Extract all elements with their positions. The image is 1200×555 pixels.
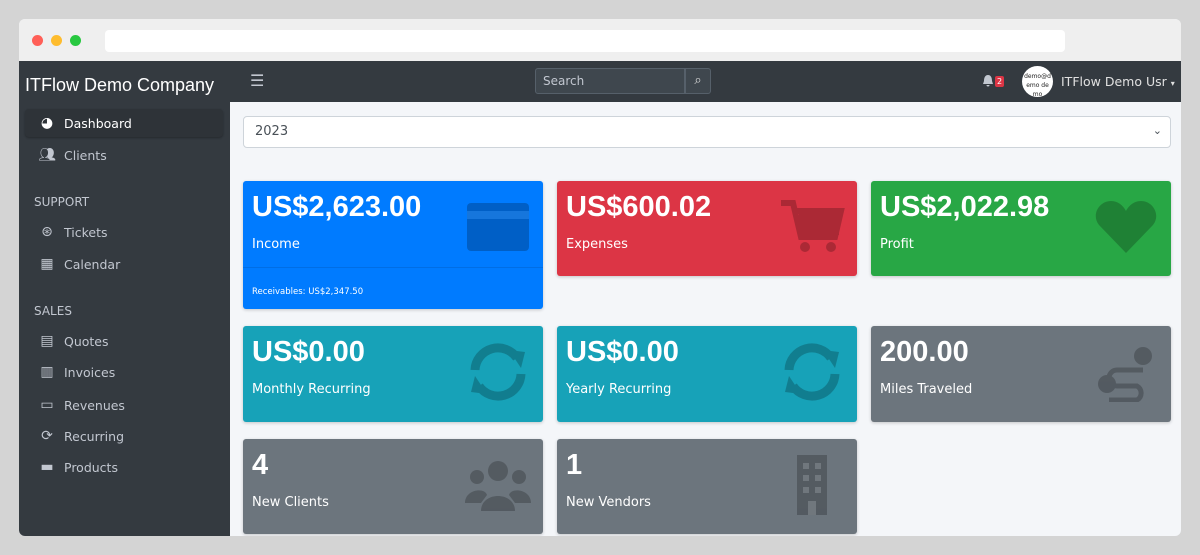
card-value: US$2,623.00 (252, 191, 422, 223)
sales-header: SALES (34, 304, 72, 318)
stat-card-new-clients[interactable]: 4 New Clients (243, 439, 543, 534)
quote-icon: ▤ (40, 333, 54, 349)
sidebar-item-label: Products (64, 459, 118, 475)
sync-icon: ⟳ (41, 428, 53, 444)
sidebar-item-label: Revenues (64, 397, 125, 413)
maximize-dot[interactable] (70, 35, 81, 46)
divider (243, 267, 543, 268)
year-select-value: 2023 (255, 124, 289, 139)
sidebar-item-clients[interactable]: 👥︎ Clients (25, 141, 223, 169)
credit-card-icon: ▭ (40, 397, 54, 413)
stat-card-monthly-recurring[interactable]: US$0.00 Monthly Recurring (243, 326, 543, 422)
notification-badge: 2 (995, 76, 1005, 87)
stat-card-expenses[interactable]: US$600.02 Expenses (557, 181, 857, 276)
card-label: New Clients (252, 495, 329, 510)
sidebar-item-invoices[interactable]: ▥ Invoices (25, 358, 223, 386)
dashboard-content: 2023 ⌄ US$2,623.00 Income Receivables: US$… (230, 102, 1181, 536)
card-value: 200.00 (880, 336, 969, 368)
top-navbar: ☰ Search ⌕ 2 demo@demo demo ITFlow Demo … (230, 61, 1181, 102)
stat-card-income[interactable]: US$2,623.00 Income Receivables: US$2,347.… (243, 181, 543, 309)
sidebar-item-calendar[interactable]: ▦ Calendar (25, 250, 223, 278)
close-dot[interactable] (32, 35, 43, 46)
card-label: New Vendors (566, 495, 651, 510)
credit-card-icon (467, 203, 529, 251)
search-button[interactable]: ⌕ (685, 68, 711, 94)
minimize-dot[interactable] (51, 35, 62, 46)
card-label: Profit (880, 237, 914, 252)
sidebar-item-dashboard[interactable]: ◕ Dashboard (25, 109, 223, 137)
card-value: US$600.02 (566, 191, 712, 223)
browser-window: ITFlow Demo Company ◕ Dashboard 👥︎ Clients… (19, 19, 1181, 536)
invoice-icon: ▥ (40, 364, 54, 380)
card-label: Miles Traveled (880, 382, 973, 397)
address-bar[interactable] (105, 30, 1065, 52)
card-value: 1 (566, 449, 583, 481)
card-label: Income (252, 237, 300, 252)
sidebar-item-label: Invoices (64, 364, 116, 380)
building-icon (797, 455, 827, 515)
chevron-down-icon: ⌄ (1152, 124, 1162, 137)
sync-icon (470, 343, 526, 401)
users-icon: 👥︎ (38, 147, 56, 163)
card-label: Yearly Recurring (566, 382, 672, 397)
brand[interactable]: ITFlow Demo Company (25, 75, 215, 95)
hamburger-menu-icon[interactable]: ☰ (250, 71, 265, 90)
support-header: SUPPORT (34, 195, 90, 209)
browser-chrome (19, 19, 1181, 61)
sidebar-item-label: Recurring (64, 428, 124, 444)
sidebar-item-label: Quotes (64, 333, 109, 349)
sidebar-item-revenues[interactable]: ▭ Revenues (25, 391, 223, 419)
card-value: US$0.00 (252, 336, 365, 368)
stat-card-yearly-recurring[interactable]: US$0.00 Yearly Recurring (557, 326, 857, 422)
stat-card-miles-traveled[interactable]: 200.00 Miles Traveled (871, 326, 1171, 422)
card-value: US$0.00 (566, 336, 679, 368)
bell-icon[interactable] (982, 74, 994, 88)
card-value: US$2,022.98 (880, 191, 1050, 223)
box-icon: ▬ (40, 459, 54, 475)
heart-icon (1095, 201, 1157, 253)
sidebar-item-recurring[interactable]: ⟳ Recurring (25, 422, 223, 450)
sidebar-item-tickets[interactable]: ⊛ Tickets (25, 218, 223, 246)
sync-icon (784, 343, 840, 401)
sidebar-item-label: Calendar (64, 256, 121, 272)
sidebar-item-label: Dashboard (64, 115, 132, 131)
card-label: Monthly Recurring (252, 382, 371, 397)
avatar[interactable]: demo@demo demo (1022, 66, 1053, 97)
shopping-cart-icon (781, 200, 845, 252)
route-icon (1098, 347, 1152, 402)
sidebar-item-label: Clients (64, 147, 107, 163)
receivables: Receivables: US$2,347.50 (252, 287, 364, 297)
calendar-icon: ▦ (40, 256, 54, 272)
user-name: ITFlow Demo Usr (1061, 74, 1167, 89)
card-value: 4 (252, 449, 269, 481)
life-ring-icon: ⊛ (41, 224, 53, 240)
sidebar-item-quotes[interactable]: ▤ Quotes (25, 327, 223, 355)
tachometer-icon: ◕ (40, 115, 54, 131)
stat-card-new-vendors[interactable]: 1 New Vendors (557, 439, 857, 534)
sidebar: ITFlow Demo Company ◕ Dashboard 👥︎ Clients… (19, 61, 230, 536)
year-select[interactable]: 2023 ⌄ (243, 116, 1171, 148)
stat-card-profit[interactable]: US$2,022.98 Profit (871, 181, 1171, 276)
user-menu[interactable]: ITFlow Demo Usr ▾ (1061, 74, 1175, 89)
caret-down-icon: ▾ (1170, 79, 1175, 88)
search-input[interactable]: Search (535, 68, 685, 94)
card-label: Expenses (566, 237, 628, 252)
sidebar-item-label: Tickets (64, 224, 108, 240)
users-icon (465, 461, 531, 511)
sidebar-item-products[interactable]: ▬ Products (25, 453, 223, 481)
search-icon: ⌕ (694, 73, 702, 88)
